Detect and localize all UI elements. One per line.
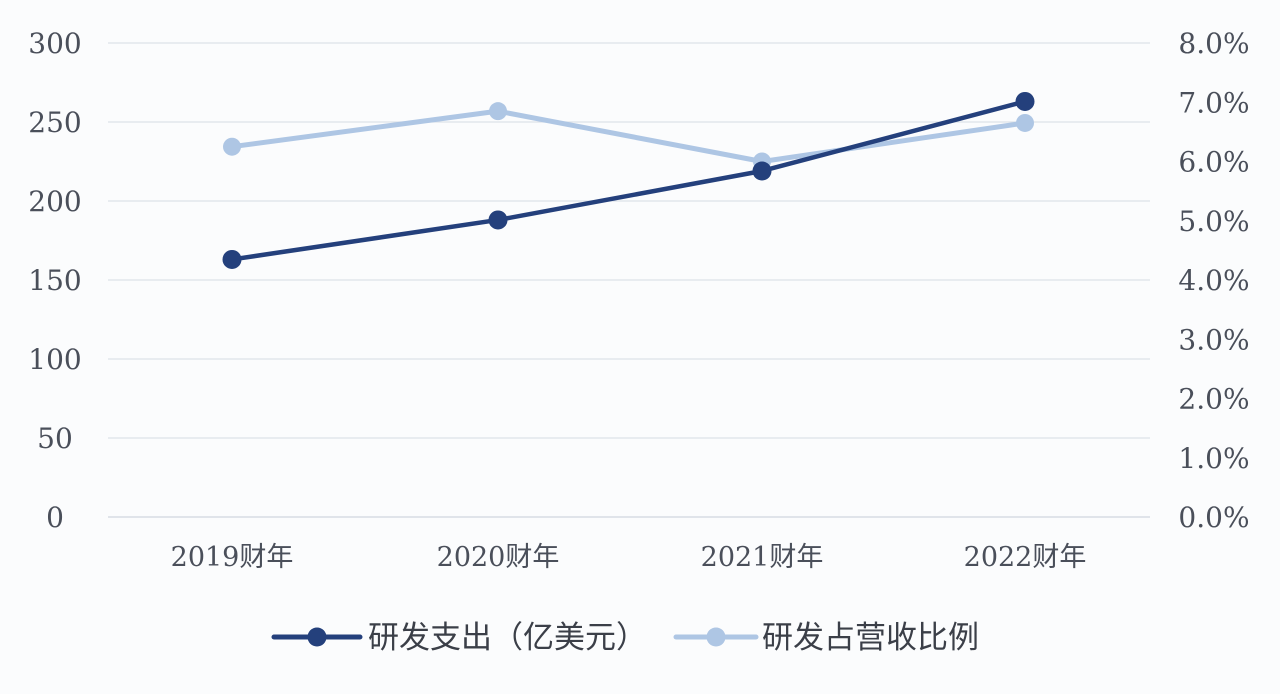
right-tick-label: 7.0% [1178, 86, 1249, 119]
data-point [223, 137, 241, 156]
left-tick-label: 50 [37, 422, 73, 455]
legend-item: 研发支出（亿美元） [271, 620, 647, 656]
data-point [489, 102, 507, 121]
right-axis: 0.0% 1.0% 2.0% 3.0% 4.0% 5.0% 6.0% 7.0% 8.0% [1178, 27, 1249, 534]
legend-marker [706, 627, 726, 647]
left-tick-label: 200 [28, 185, 81, 218]
legend-item: 研发占营收比例 [673, 620, 979, 656]
left-tick-label: 250 [28, 106, 81, 139]
right-tick-label: 0.0% [1178, 501, 1249, 534]
legend-label: 研发占营收比例 [762, 620, 979, 656]
legend-marker [307, 627, 327, 647]
right-tick-label: 4.0% [1178, 264, 1249, 297]
data-point [488, 210, 508, 230]
category-label: 2021财年 [701, 542, 824, 573]
left-tick-label: 300 [28, 27, 81, 60]
series-line [229, 108, 1028, 164]
right-tick-label: 3.0% [1178, 323, 1249, 356]
left-tick-label: 150 [28, 264, 81, 297]
right-tick-label: 1.0% [1178, 442, 1249, 475]
series [222, 91, 1035, 269]
right-tick-label: 8.0% [1178, 27, 1249, 60]
category-label: 2022财年 [964, 542, 1087, 573]
right-tick-label: 6.0% [1178, 146, 1249, 179]
data-point [752, 161, 772, 181]
x-axis: 2019财年 2020财年 2021财年 2022财年 [171, 542, 1087, 573]
data-point [222, 249, 242, 269]
category-label: 2019财年 [171, 542, 294, 573]
left-axis: 0 50 100 150 200 250 300 [28, 27, 81, 534]
series-line [229, 99, 1028, 262]
series-2 [223, 102, 1034, 171]
category-label: 2020财年 [437, 542, 560, 573]
left-tick-label: 0 [46, 501, 64, 534]
grid-lines [108, 42, 1150, 518]
left-tick-label: 100 [28, 343, 81, 376]
right-tick-label: 2.0% [1178, 383, 1249, 416]
data-point [1016, 113, 1034, 132]
legend: 研发支出（亿美元） 研发占营收比例 [271, 620, 979, 656]
right-tick-label: 5.0% [1178, 205, 1249, 238]
series-1 [222, 91, 1035, 269]
data-point [1015, 91, 1035, 111]
legend-label: 研发支出（亿美元） [368, 620, 647, 656]
